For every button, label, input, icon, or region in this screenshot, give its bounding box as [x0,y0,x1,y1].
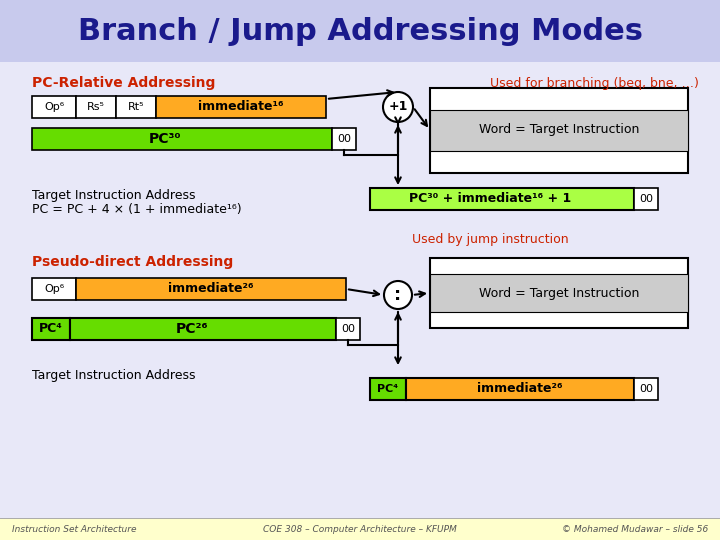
Circle shape [384,281,412,309]
Text: PC²⁶: PC²⁶ [176,322,208,336]
Text: Op⁶: Op⁶ [44,284,64,294]
Text: PC³⁰ + immediate¹⁶ + 1: PC³⁰ + immediate¹⁶ + 1 [409,192,571,206]
Text: :: : [395,286,402,304]
Bar [336,318,360,340]
Bar [32,96,76,118]
Text: +1: +1 [388,100,408,113]
Text: Target Instruction Address: Target Instruction Address [32,190,196,202]
Text: immediate²⁶: immediate²⁶ [477,382,563,395]
Text: PC³⁰: PC³⁰ [149,132,181,146]
Bar [70,318,336,340]
Bar [430,258,688,328]
Text: Used for branching (beq, bne, …): Used for branching (beq, bne, …) [490,77,699,90]
Text: immediate¹⁶: immediate¹⁶ [198,100,284,113]
Bar [430,274,688,312]
Circle shape [383,92,413,122]
Bar [32,318,70,340]
Bar [116,96,156,118]
Text: PC = PC + 4 × (1 + immediate¹⁶): PC = PC + 4 × (1 + immediate¹⁶) [32,204,242,217]
Bar [634,188,658,210]
Text: COE 308 – Computer Architecture – KFUPM: COE 308 – Computer Architecture – KFUPM [263,524,457,534]
Bar [32,128,332,150]
Text: PC⁴: PC⁴ [39,322,63,335]
Text: immediate²⁶: immediate²⁶ [168,282,253,295]
Text: 00: 00 [337,134,351,144]
Text: Instruction Set Architecture: Instruction Set Architecture [12,524,137,534]
Text: 00: 00 [341,324,355,334]
Bar [0,518,720,540]
Text: Target Instruction Address: Target Instruction Address [32,368,196,381]
Text: Rt⁵: Rt⁵ [127,102,144,112]
Bar [370,378,406,400]
Text: Branch / Jump Addressing Modes: Branch / Jump Addressing Modes [78,17,642,45]
Bar [156,96,326,118]
Bar [76,278,346,300]
Text: Op⁶: Op⁶ [44,102,64,112]
Bar [0,0,720,62]
Bar [406,378,634,400]
Text: PC⁴: PC⁴ [377,384,399,394]
Text: Pseudo-direct Addressing: Pseudo-direct Addressing [32,255,233,269]
Text: 00: 00 [639,194,653,204]
Text: Rs⁵: Rs⁵ [87,102,105,112]
Bar [76,96,116,118]
Text: © Mohamed Mudawar – slide 56: © Mohamed Mudawar – slide 56 [562,524,708,534]
Text: Word = Target Instruction: Word = Target Instruction [479,287,639,300]
Text: PC-Relative Addressing: PC-Relative Addressing [32,76,215,90]
Text: Used by jump instruction: Used by jump instruction [412,233,568,246]
Bar [370,188,634,210]
Bar [430,88,688,173]
Bar [634,378,658,400]
Text: Word = Target Instruction: Word = Target Instruction [479,124,639,137]
Text: 00: 00 [639,384,653,394]
Bar [32,278,76,300]
Bar [430,110,688,151]
Bar [332,128,356,150]
